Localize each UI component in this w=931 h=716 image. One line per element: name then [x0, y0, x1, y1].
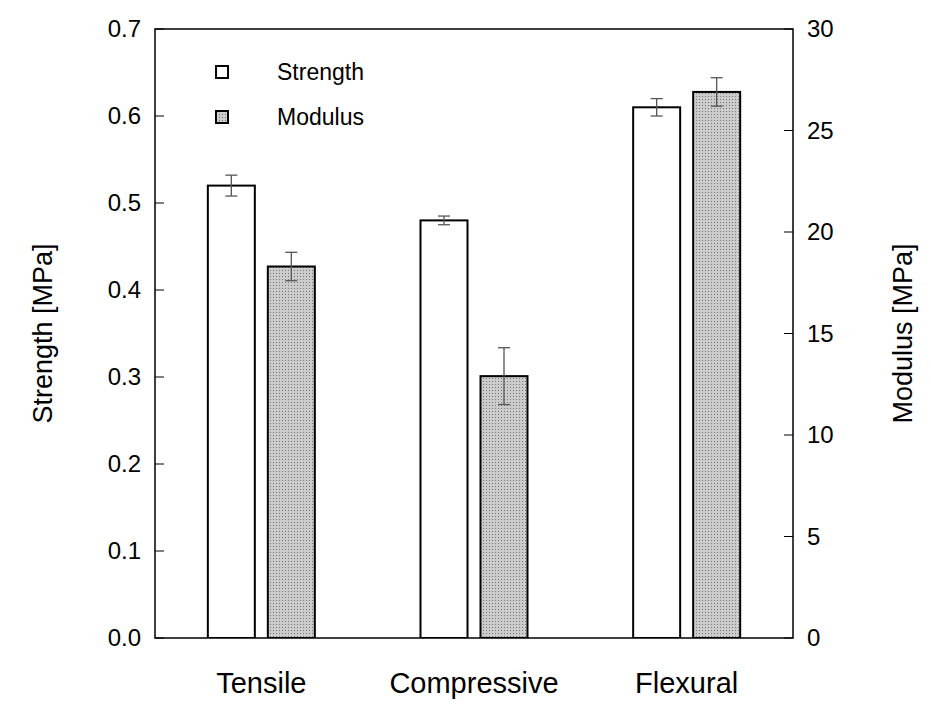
- bar: [693, 92, 740, 638]
- y2-tick-label: 30: [807, 15, 834, 42]
- error-cap: [225, 175, 237, 176]
- y2-tick: [784, 333, 793, 334]
- error-bar: [438, 216, 450, 225]
- y2-tick: [784, 435, 793, 436]
- error-bar: [711, 78, 723, 106]
- y2-tick-label: 20: [807, 218, 834, 245]
- error-bar: [285, 252, 297, 280]
- y-axis-label: Strength [MPa]: [28, 243, 58, 423]
- error-cap: [498, 347, 510, 348]
- y2-tick: [784, 232, 793, 233]
- y2-tick-label: 0: [807, 624, 820, 651]
- legend-swatch: [216, 111, 228, 123]
- error-cap: [285, 280, 297, 281]
- y2-tick: [784, 130, 793, 131]
- error-stem: [503, 348, 504, 405]
- error-cap: [651, 98, 663, 99]
- error-stem: [656, 99, 657, 116]
- y-tick-label: 0.7: [108, 15, 141, 42]
- y-tick-label: 0.4: [108, 276, 141, 303]
- error-bar: [498, 348, 510, 405]
- error-cap: [225, 195, 237, 196]
- y2-axis-label: Modulus [MPa]: [888, 243, 918, 423]
- y-tick-label: 0.1: [108, 537, 141, 564]
- legend-label: Modulus: [277, 104, 364, 130]
- y-tick: [155, 116, 164, 117]
- error-bar: [651, 99, 663, 116]
- error-cap: [285, 252, 297, 253]
- x-tick-label: Compressive: [389, 667, 558, 699]
- y2-tick-label: 10: [807, 421, 834, 448]
- bar: [268, 267, 315, 638]
- y-tick: [155, 290, 164, 291]
- x-tick-label: Tensile: [216, 667, 306, 699]
- y-tick: [155, 203, 164, 204]
- bars: [208, 78, 740, 638]
- error-cap: [438, 224, 450, 225]
- x-tick-label: Flexural: [635, 667, 738, 699]
- y2-tick-label: 15: [807, 320, 834, 347]
- bar: [421, 220, 468, 638]
- y-tick-label: 0.2: [108, 450, 141, 477]
- chart: 0.0 0.1 0.2 0.3 0.4 0.5 0.6 0.7 0 5 10 15 20 25 30 Stre…: [0, 0, 931, 716]
- y2-tick: [784, 536, 793, 537]
- legend-swatch: [216, 66, 228, 78]
- y2-tick-label: 5: [807, 523, 820, 550]
- y-tick-label: 0.6: [108, 102, 141, 129]
- y-tick: [155, 464, 164, 465]
- y-tick-label: 0.0: [108, 624, 141, 651]
- y2-tick-label: 25: [807, 117, 834, 144]
- y-tick-label: 0.3: [108, 363, 141, 390]
- error-cap: [651, 115, 663, 116]
- error-cap: [711, 77, 723, 78]
- error-stem: [291, 252, 292, 280]
- bar: [481, 376, 528, 638]
- y-tick-label: 0.5: [108, 189, 141, 216]
- plot-frame: [155, 29, 793, 638]
- bar: [633, 107, 680, 638]
- error-cap: [498, 404, 510, 405]
- y-tick: [155, 377, 164, 378]
- bar: [208, 186, 255, 638]
- error-bar: [225, 175, 237, 196]
- error-stem: [443, 216, 444, 225]
- error-stem: [231, 175, 232, 196]
- error-stem: [716, 78, 717, 106]
- legend-label: Strength: [277, 59, 364, 85]
- y-tick: [155, 551, 164, 552]
- error-cap: [711, 105, 723, 106]
- error-cap: [438, 215, 450, 216]
